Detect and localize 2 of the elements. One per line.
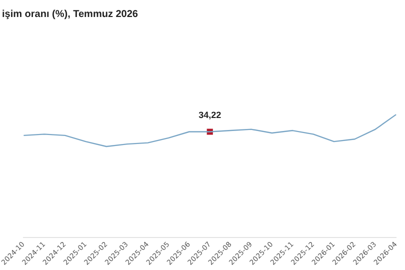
chart-title: işim oranı (%), Temmuz 2026 — [2, 8, 138, 20]
annotation: 34,22 — [198, 110, 222, 120]
